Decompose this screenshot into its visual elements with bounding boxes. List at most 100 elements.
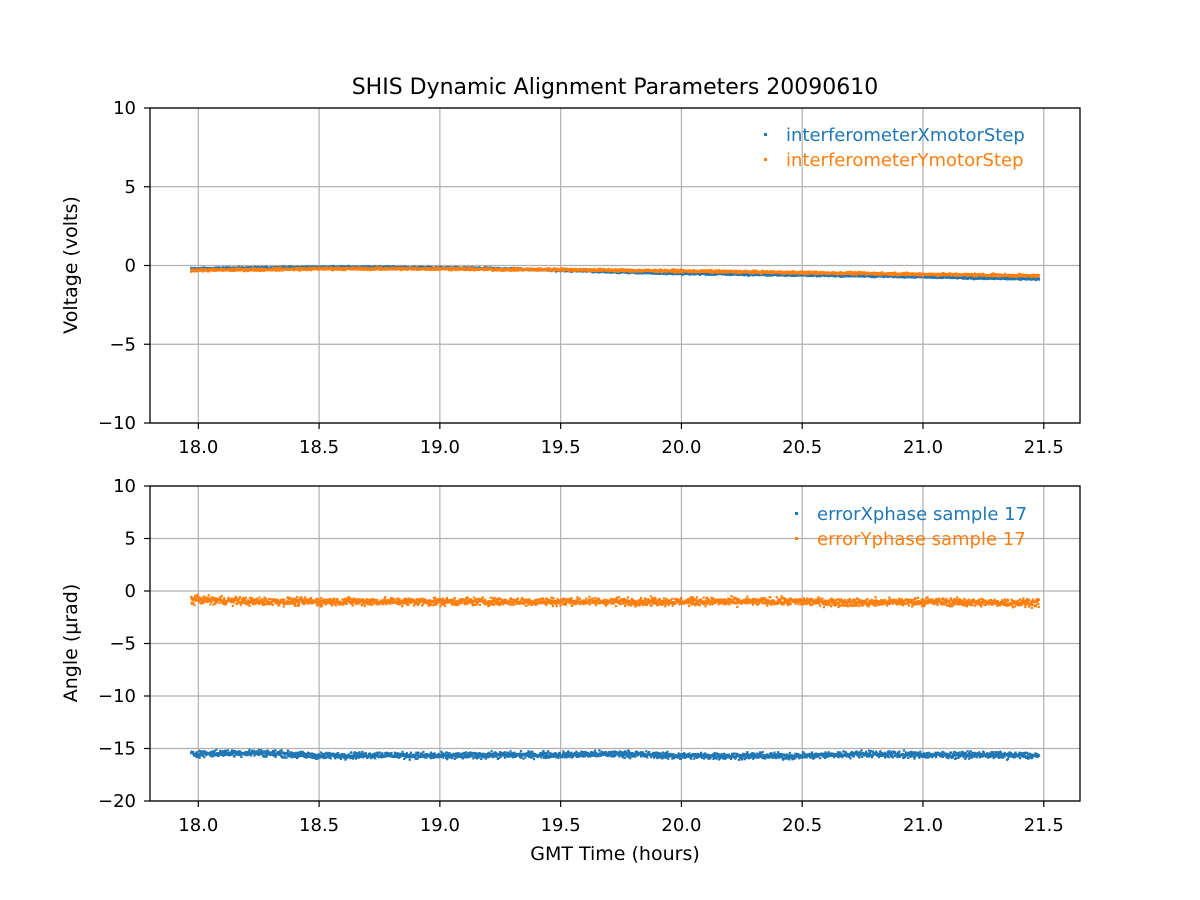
data-point: [853, 273, 856, 276]
data-point: [212, 269, 215, 272]
data-point: [663, 268, 666, 271]
data-point: [665, 273, 668, 276]
data-point: [276, 269, 280, 272]
data-point: [256, 269, 259, 272]
data-point: [765, 271, 768, 275]
data-point: [344, 268, 347, 272]
data-point: [656, 269, 659, 272]
data-point: [491, 269, 495, 272]
data-point: [679, 268, 682, 271]
data-point: [511, 269, 514, 272]
data-point: [921, 274, 924, 277]
data-point: [815, 270, 818, 273]
data-point: [237, 265, 240, 268]
data-point: [622, 268, 625, 271]
data-point: [681, 271, 684, 274]
data-point: [963, 277, 966, 280]
data-point: [271, 269, 274, 272]
data-point: [752, 269, 755, 272]
data-point: [274, 266, 277, 270]
data-point: [514, 267, 517, 270]
top-data-points: [190, 264, 1041, 282]
data-point: [904, 273, 907, 276]
data-point: [262, 269, 266, 272]
data-point: [309, 269, 312, 272]
data-point: [275, 269, 278, 272]
data-point: [1037, 278, 1041, 281]
data-point: [856, 273, 859, 276]
data-point: [376, 266, 379, 269]
data-point: [881, 271, 884, 274]
data-point: [876, 271, 879, 275]
data-point: [674, 271, 677, 274]
data-point: [1004, 276, 1007, 279]
data-point: [537, 267, 541, 270]
data-point: [1037, 276, 1040, 280]
data-point: [848, 270, 851, 273]
series-interferometerYmotorStep: [190, 266, 1041, 279]
data-point: [521, 267, 524, 270]
data-point: [846, 270, 849, 274]
data-point: [569, 269, 572, 272]
data-point: [554, 267, 557, 270]
data-point: [702, 269, 705, 272]
data-point: [734, 269, 737, 272]
data-point: [317, 268, 320, 272]
data-point: [965, 274, 968, 278]
data-point: [478, 266, 481, 269]
data-point: [253, 267, 256, 270]
data-point: [896, 274, 899, 277]
data-point: [688, 269, 691, 272]
data-point: [278, 269, 281, 272]
data-point: [512, 266, 515, 269]
chart-title: SHIS Dynamic Alignment Parameters 200906…: [352, 75, 879, 100]
data-point: [366, 265, 370, 268]
data-point: [617, 272, 620, 275]
data-point: [617, 270, 620, 273]
data-point: [211, 267, 214, 270]
data-point: [819, 270, 822, 274]
data-point: [470, 266, 473, 269]
data-point: [728, 269, 731, 272]
data-point: [252, 267, 255, 270]
data-point: [193, 268, 196, 271]
data-point: [265, 265, 268, 269]
data-point: [709, 271, 712, 274]
data-point: [628, 270, 631, 273]
data-point: [361, 268, 364, 271]
data-point: [955, 272, 958, 275]
data-point: [665, 270, 668, 273]
data-point: [942, 272, 945, 275]
data-point: [369, 268, 372, 272]
data-point: [1019, 276, 1022, 279]
data-point: [373, 268, 376, 271]
data-point: [844, 273, 847, 276]
top-panel: SHIS Dynamic Alignment Parameters 200906…: [60, 75, 1081, 458]
data-point: [755, 271, 758, 274]
data-point: [620, 268, 623, 271]
data-point: [888, 272, 891, 275]
data-point: [715, 269, 718, 272]
data-point: [299, 269, 302, 272]
data-point: [284, 265, 287, 268]
data-point: [330, 266, 333, 269]
data-point: [689, 273, 692, 276]
data-point: [228, 267, 231, 270]
data-point: [494, 267, 497, 270]
data-point: [351, 266, 355, 269]
data-point: [893, 273, 896, 277]
data-point: [505, 269, 508, 272]
data-point: [599, 267, 602, 270]
data-point: [760, 269, 764, 272]
data-point: [546, 267, 550, 270]
data-point: [190, 268, 193, 271]
data-point: [806, 272, 809, 276]
data-point: [772, 270, 775, 273]
data-point: [200, 267, 204, 271]
data-point: [759, 272, 763, 275]
data-point: [561, 267, 564, 270]
data-point: [707, 273, 710, 276]
data-point: [258, 269, 261, 272]
data-point: [973, 278, 976, 281]
